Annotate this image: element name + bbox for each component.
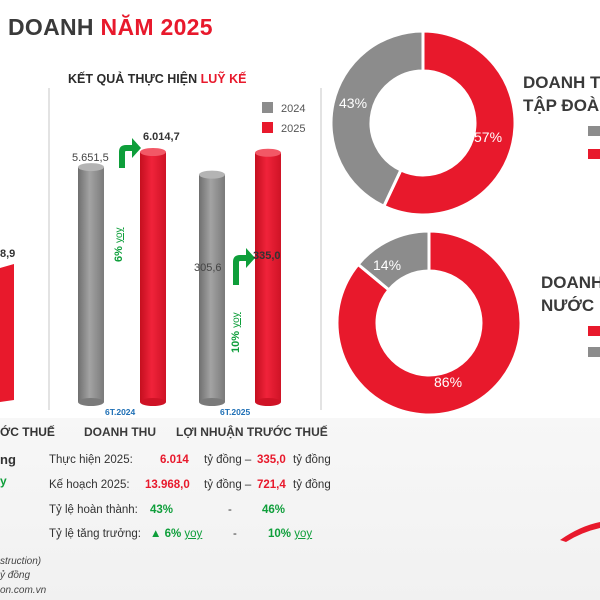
growth-unit-1: yoy [114, 227, 125, 244]
row-plan-unit1: tỷ đồng – [204, 479, 252, 491]
left-fragment-3: y [0, 474, 7, 488]
row-completion-label: Tỷ lệ hoàn thành: [49, 504, 138, 516]
row-completion-dash: - [228, 504, 232, 516]
bar-base-2024-6T.2024 [78, 398, 104, 406]
bar-chart-title-part1: KẾT QUẢ THỰC HIỆN [68, 72, 201, 86]
bar-chart-title: KẾT QUẢ THỰC HIỆN LUỸ KẾ [68, 72, 246, 86]
donut1-slice-57% [381, 29, 517, 217]
bar-2024-6T.2024 [78, 167, 104, 402]
donut2-side-title-line1: DOANH [541, 273, 600, 292]
row-actual-profit: 335,0 [257, 454, 286, 466]
divider-right [320, 88, 322, 410]
row-growth-profit-unit: yoy [294, 528, 313, 540]
row-actual-unit2: tỷ đồng [293, 454, 331, 466]
x-tick-6t2025: 6T.2025 [220, 407, 251, 417]
page-title: DOANH NĂM 2025 [8, 14, 213, 41]
growth-unit-2: yoy [231, 312, 242, 328]
x-tick-6t2024: 6T.2024 [105, 407, 136, 417]
corner-decoration [560, 522, 600, 542]
bar-value-2024-h2: 305,6 [194, 262, 222, 274]
donut1-slice-43% [329, 29, 425, 209]
donut2-label-red: 86% [434, 374, 463, 390]
bar-cap-2025-6T.2024 [140, 148, 166, 156]
row-growth-dash: - [233, 528, 237, 540]
legend-label-2024: 2024 [281, 103, 306, 115]
donut1-side-title: DOANH T TẬP ĐOÀ [523, 71, 600, 117]
donut2-label-gray: 14% [373, 257, 402, 273]
row-growth-revenue-pct: ▲ 6% [150, 528, 185, 540]
bar-cap-2024-6T.2025 [199, 170, 225, 179]
bar-value-2025-h1: 6.014,7 [143, 131, 180, 143]
row-growth-revenue-unit: yoy [184, 528, 203, 540]
footer-line-1: struction) [0, 556, 42, 567]
table-header-profit: LỢI NHUẬN TRƯỚC THUẾ [176, 425, 328, 439]
bar-base-2024-6T.2025 [199, 398, 225, 406]
row-completion-profit: 46% [262, 504, 286, 516]
footer-line-2: ỷ đồng [0, 570, 31, 581]
donut1-label-red: 57% [474, 129, 503, 145]
legend-item-2024: 2024 [262, 102, 305, 115]
growth-badge-1: 6% yoy [113, 227, 125, 262]
row-growth-profit: 10% yoy [268, 528, 312, 540]
donut2-legend-red [588, 326, 600, 336]
partial-left-bar [0, 264, 14, 402]
donut-chart-2 [335, 229, 523, 417]
donut2-side-title: DOANH NƯỚC [541, 271, 600, 317]
left-fragment-2: ng [0, 452, 16, 467]
row-plan-label: Kế hoạch 2025: [49, 479, 130, 491]
row-growth-profit-pct: 10% [268, 528, 295, 540]
bar-chart [0, 138, 281, 406]
growth-badge-2: 10% yoy [230, 312, 242, 353]
donut1-legend-gray [588, 126, 600, 136]
table-header-revenue: DOANH THU [84, 425, 156, 439]
bar-cap-2025-6T.2025 [255, 148, 281, 157]
row-plan-revenue: 13.968,0 [145, 479, 190, 491]
bar-2024-6T.2025 [199, 174, 225, 402]
donut2-slice-86% [335, 229, 523, 417]
donut1-legend-red [588, 149, 600, 159]
row-plan-profit: 721,4 [257, 479, 286, 491]
bar-chart-title-highlight: LUỸ KẾ [200, 72, 247, 86]
bar-value-partial: 8,9 [0, 248, 16, 260]
row-growth-revenue: ▲ 6% yoy [150, 528, 202, 540]
donut-chart-1 [329, 29, 517, 217]
footer-line-3: on.com.vn [0, 585, 47, 596]
donut2-side-title-line2: NƯỚC [541, 296, 595, 315]
donut1-side-title-line1: DOANH T [523, 73, 600, 92]
legend-swatch-2024 [262, 102, 273, 113]
growth-pct-2: 10% [230, 330, 242, 353]
row-growth-label: Tỷ lệ tăng trưởng: [49, 528, 141, 540]
bar-base-2025-6T.2024 [140, 398, 166, 406]
bar-value-2024-h1: 5.651,5 [72, 152, 109, 164]
legend-label-2025: 2025 [281, 123, 306, 135]
bar-base-2025-6T.2025 [255, 398, 281, 406]
row-actual-label: Thực hiện 2025: [49, 454, 133, 466]
row-actual-unit1: tỷ đồng – [204, 454, 252, 466]
donut1-label-gray: 43% [339, 95, 368, 111]
legend-item-2025: 2025 [262, 122, 305, 135]
legend-swatch-2025 [262, 122, 273, 133]
bar-cap-2024-6T.2024 [78, 163, 104, 172]
growth-pct-1: 6% [113, 246, 125, 262]
row-completion-revenue: 43% [150, 504, 174, 516]
divider-left [48, 88, 50, 410]
donut2-slice-14% [356, 229, 431, 292]
row-actual-revenue: 6.014 [160, 454, 189, 466]
page-title-highlight: NĂM 2025 [100, 14, 213, 40]
bar-2025-6T.2025 [255, 152, 281, 402]
bar-2025-6T.2024 [140, 152, 166, 402]
donut2-legend-gray [588, 347, 600, 357]
growth-arrow-icon-1 [119, 138, 141, 168]
left-fragment-1: ỚC THUẾ [0, 425, 55, 439]
growth-arrow-icon-2 [233, 248, 255, 285]
row-plan-unit2: tỷ đồng [293, 479, 331, 491]
donut1-side-title-line2: TẬP ĐOÀ [523, 96, 600, 115]
summary-panel [0, 418, 600, 600]
bar-value-2025-h2: 335,0 [253, 250, 281, 262]
page-title-part1: DOANH [8, 14, 101, 40]
